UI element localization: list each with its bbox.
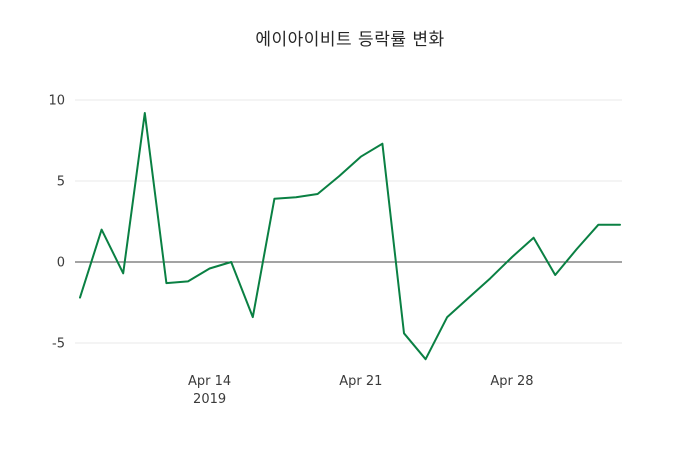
y-tick-label: 5 bbox=[57, 175, 65, 190]
x-tick-label: Apr 21 bbox=[339, 374, 382, 389]
chart-title: 에이아이비트 등락률 변화 bbox=[255, 30, 445, 50]
y-tick-label: -5 bbox=[52, 337, 65, 352]
x-tick-sublabel: 2019 bbox=[193, 392, 226, 407]
y-tick-label: 0 bbox=[57, 256, 65, 271]
x-tick-label: Apr 28 bbox=[490, 374, 533, 389]
x-tick-label: Apr 14 bbox=[188, 374, 231, 389]
series-line bbox=[79, 112, 621, 361]
y-tick-label: 10 bbox=[48, 94, 65, 109]
